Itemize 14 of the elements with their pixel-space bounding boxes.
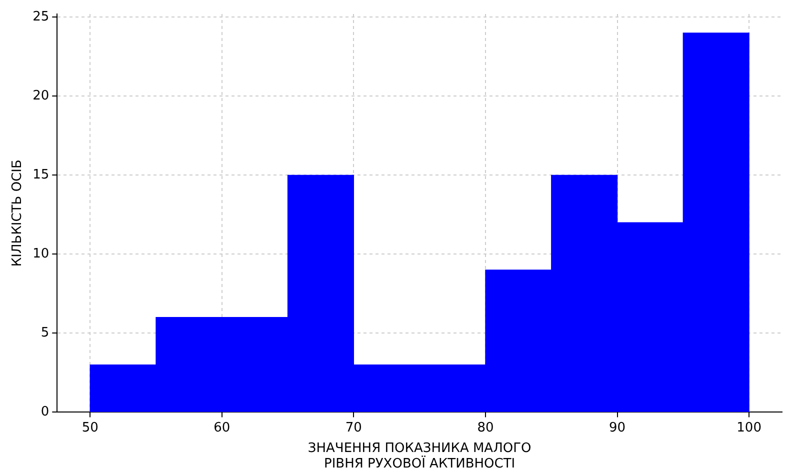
y-tick-label: 0 (40, 404, 50, 420)
y-tick-label: 25 (32, 10, 50, 25)
x-tick-label: 70 (345, 420, 362, 436)
x-tick-label: 50 (82, 420, 98, 436)
x-axis-title: ЗНАЧЕННЯ ПОКАЗНИКА МАЛОГО РІВНЯ РУХОВОЇ АКТИВНОСТІ (308, 440, 532, 472)
x-tick-label: 80 (477, 420, 494, 436)
x-tick-label: 100 (736, 420, 762, 436)
y-tick-label: 5 (40, 326, 50, 341)
y-tick-label: 20 (32, 88, 50, 104)
y-tick-label: 15 (32, 168, 50, 183)
x-tick-label: 60 (214, 420, 230, 436)
x-tick-label: 90 (608, 420, 626, 436)
y-tick-label: 10 (32, 246, 50, 262)
y-axis-title: КІЛЬКІСТЬ ОСІБ (10, 160, 26, 267)
